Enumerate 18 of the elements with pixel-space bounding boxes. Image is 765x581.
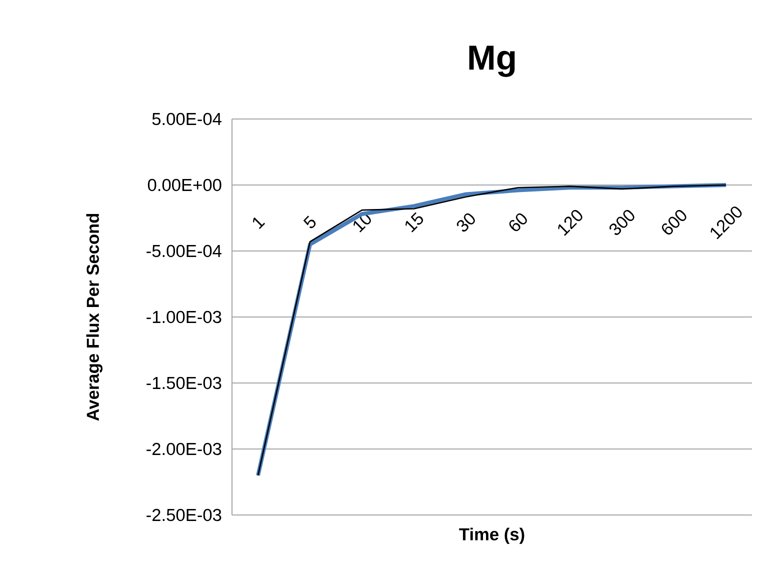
x-tick-label: 30	[456, 213, 475, 232]
y-tick-label: 0.00E+00	[148, 178, 222, 192]
y-tick-label: -1.00E-03	[146, 310, 222, 324]
x-tick-label: 1	[252, 217, 266, 230]
x-tick-label: 5	[303, 216, 316, 228]
y-tick-label: -2.00E-03	[146, 442, 222, 456]
y-tick-label: -2.50E-03	[146, 508, 222, 522]
x-tick-label: 15	[405, 212, 424, 232]
chart-title: Mg	[469, 46, 515, 77]
y-tick-label: 5.00E-04	[152, 112, 222, 126]
y-axis-title: Average Flux Per Second	[86, 214, 102, 421]
x-tick-label: 600	[662, 210, 686, 235]
y-tick-label: -1.50E-03	[146, 376, 222, 390]
x-tick-label: 120	[558, 210, 582, 236]
y-tick-label: -5.00E-04	[146, 244, 222, 258]
x-tick-label: 60	[509, 213, 527, 232]
x-axis-title: Time (s)	[459, 528, 524, 544]
x-tick-label: 300	[609, 210, 634, 235]
